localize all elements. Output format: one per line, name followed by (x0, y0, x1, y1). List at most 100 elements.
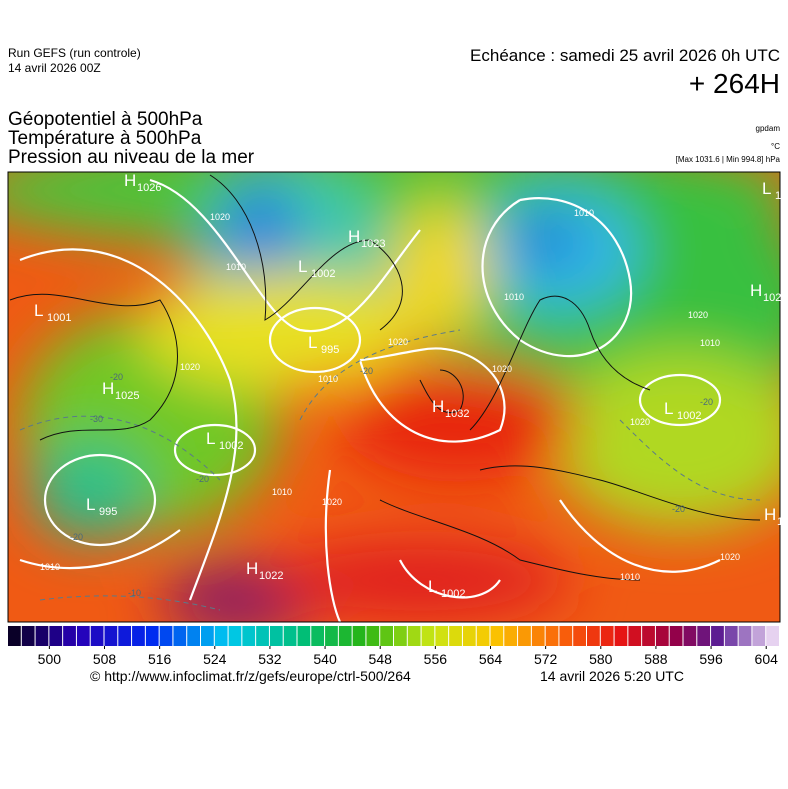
isobar-label: 1020 (492, 364, 512, 374)
layer: Géopotentiel à 500hPa (8, 109, 203, 130)
color-swatch (8, 626, 21, 646)
color-swatch (490, 626, 504, 646)
tick-label: 556 (424, 651, 448, 667)
isobar-label: 1020 (388, 337, 408, 347)
color-swatch (256, 626, 269, 646)
tick-label: 596 (699, 651, 723, 667)
center-value: 1002 (441, 588, 465, 600)
tick-label: 564 (479, 651, 503, 667)
center-kind: H (348, 227, 360, 246)
color-swatch (545, 626, 559, 646)
color-swatch (407, 626, 421, 646)
color-swatch (683, 626, 697, 646)
center-kind: H (764, 505, 776, 524)
color-swatch (518, 626, 531, 646)
color-swatch (628, 626, 642, 646)
center-value: 995 (99, 506, 117, 518)
center-kind: L (664, 399, 673, 418)
tick-label: 604 (755, 651, 779, 667)
color-swatch (242, 626, 256, 646)
run-date: 14 avril 2026 00Z (8, 61, 101, 75)
isotherm-label: -30 (90, 414, 103, 424)
color-swatch (325, 626, 338, 646)
center-value: 1026 (137, 182, 161, 194)
color-swatch (35, 626, 49, 646)
isobar-label: 1010 (700, 338, 720, 348)
isobar-label: 1020 (180, 362, 200, 372)
color-swatch (214, 626, 228, 646)
color-swatch (228, 626, 242, 646)
color-swatch (724, 626, 738, 646)
echeance: Echéance : samedi 25 avril 2026 0h UTC (470, 46, 780, 65)
color-swatch (669, 626, 683, 646)
color-swatch (366, 626, 380, 646)
center-value: 1025 (115, 390, 139, 402)
center-kind: L (762, 179, 771, 198)
color-swatch (587, 626, 600, 646)
center-kind: L (206, 429, 215, 448)
tick-label: 540 (313, 651, 337, 667)
isobar-label: 1020 (688, 310, 708, 320)
tick-label: 516 (148, 651, 172, 667)
color-swatch (531, 626, 545, 646)
isobar-label: 1010 (504, 292, 524, 302)
center-kind: H (432, 397, 444, 416)
color-swatch (600, 626, 614, 646)
color-swatch (352, 626, 366, 646)
tick-label: 580 (589, 651, 613, 667)
color-swatch (145, 626, 159, 646)
center-kind: L (298, 257, 307, 276)
isotherm-label: -10 (128, 588, 141, 598)
color-swatch (766, 626, 779, 646)
color-swatch (655, 626, 669, 646)
isobar-label: 1010 (272, 487, 292, 497)
color-swatch (711, 626, 724, 646)
color-swatch (132, 626, 145, 646)
color-swatch (159, 626, 173, 646)
color-swatch (752, 626, 766, 646)
color-swatch (614, 626, 628, 646)
color-swatch (269, 626, 283, 646)
color-swatch (76, 626, 90, 646)
center-value: 1023 (361, 238, 385, 250)
center-kind: L (308, 333, 317, 352)
isobar-label: 1020 (630, 417, 650, 427)
center-kind: L (428, 577, 437, 596)
center-value: 1002 (311, 268, 335, 280)
color-swatch (63, 626, 76, 646)
color-swatch (187, 626, 200, 646)
center-value: 1002 (677, 410, 701, 422)
tick-label: 548 (369, 651, 393, 667)
color-swatch (435, 626, 449, 646)
isotherm-label: -20 (196, 474, 209, 484)
center-kind: L (86, 495, 95, 514)
tick-label: 572 (534, 651, 558, 667)
center-value: 1001 (47, 312, 71, 324)
color-swatch (504, 626, 518, 646)
tick-label: 532 (258, 651, 282, 667)
color-swatch (394, 626, 407, 646)
unit: [Max 1031.6 | Min 994.8] hPa (675, 155, 780, 164)
lead-time: + 264H (688, 68, 780, 99)
isobar-label: 1020 (322, 497, 342, 507)
layer: Température à 500hPa (8, 128, 202, 149)
run: Run GEFS (run controle) (8, 46, 141, 60)
tick-label: 524 (203, 651, 227, 667)
isobar-label: 1010 (574, 208, 594, 218)
color-swatch (283, 626, 297, 646)
isotherm-label: -20 (672, 504, 685, 514)
isobar-label: 1020 (720, 552, 740, 562)
center-value: 1002 (219, 440, 243, 452)
color-swatch (297, 626, 311, 646)
source: © http://www.infoclimat.fr/z/gefs/europe… (90, 668, 411, 684)
center-value: 1032 (445, 408, 469, 420)
isobar-label: 1010 (40, 562, 60, 572)
color-swatch (421, 626, 435, 646)
color-swatch (559, 626, 573, 646)
color-swatch (573, 626, 586, 646)
isotherm-label: -20 (360, 366, 373, 376)
center-kind: H (124, 171, 136, 190)
center-kind: H (102, 379, 114, 398)
